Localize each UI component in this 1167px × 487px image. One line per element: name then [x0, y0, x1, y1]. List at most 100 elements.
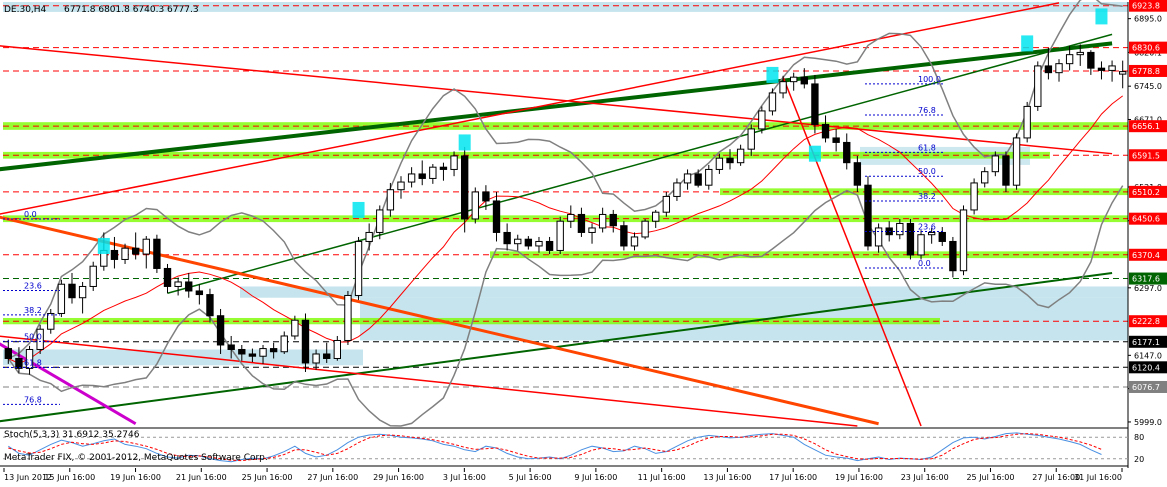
- candle-body: [110, 249, 119, 260]
- candle-body: [1012, 137, 1021, 186]
- stochastic-subwindow: 80 20: [0, 427, 1144, 467]
- fib-label: 0.0: [918, 259, 931, 268]
- fractal-marker: [766, 66, 779, 83]
- candle-body: [758, 110, 766, 130]
- candle-body: [598, 213, 607, 229]
- candle-body: [418, 173, 426, 179]
- candle-body: [874, 227, 883, 247]
- blue-zone: [3, 349, 363, 366]
- candle-body: [131, 247, 140, 255]
- fib-label: 50.0: [24, 332, 42, 341]
- candle-body: [779, 81, 787, 94]
- candle-body: [344, 294, 352, 341]
- price-level-tag: [1129, 185, 1167, 198]
- price-level-tag: [1129, 248, 1167, 261]
- candle-body: [683, 173, 692, 184]
- candle-body: [1034, 65, 1042, 107]
- fib-label: 76.8: [24, 395, 42, 404]
- candle-body: [524, 238, 533, 247]
- candle-body: [726, 157, 734, 164]
- time-tick-label: 21 Jun 16:00: [176, 473, 227, 482]
- candle-body: [896, 222, 904, 236]
- time-tick-label: 13 Jun 2012: [4, 473, 52, 482]
- blue-zone: [240, 286, 1128, 298]
- green-trendline: [0, 41, 1113, 172]
- candle-body: [938, 231, 946, 242]
- candle-body: [460, 155, 469, 220]
- price-level-tag: [1129, 380, 1167, 393]
- candle-body: [482, 191, 490, 202]
- time-tick-label: 15 Jun 16:00: [44, 473, 95, 482]
- price-tick-label: 6671.0: [1134, 115, 1162, 124]
- time-tick-label: 25 Jun 16:00: [242, 473, 293, 482]
- candle-body: [365, 231, 373, 242]
- fractal-marker: [458, 134, 471, 151]
- red-trendline: [782, 76, 922, 427]
- price-tick-label: 6147.0: [1134, 351, 1162, 360]
- time-tick-label: 27 Jun 16:00: [307, 473, 358, 482]
- candle-body: [556, 220, 564, 251]
- candle-body: [174, 281, 182, 287]
- fractal-marker: [352, 201, 365, 218]
- candle-body: [503, 231, 511, 245]
- candle-body: [142, 238, 150, 255]
- time-tick-label: 27 Jul 16:00: [1032, 473, 1080, 482]
- candle-body: [15, 357, 23, 369]
- stoch-scale-label: 80: [1134, 433, 1144, 442]
- fractal-marker: [808, 145, 821, 162]
- candle-body: [386, 189, 395, 211]
- candle-body: [25, 348, 34, 369]
- candle-body: [949, 240, 957, 272]
- candle-body: [153, 238, 161, 269]
- candle-body: [397, 181, 405, 191]
- candle-body: [68, 283, 76, 299]
- red-trendline: [0, 335, 858, 427]
- candle-body: [567, 213, 575, 222]
- candle-body: [1055, 63, 1063, 74]
- candle-body: [715, 157, 724, 170]
- fib-label: 0.0: [24, 210, 37, 219]
- price-level-label: 6923.8: [1132, 2, 1160, 11]
- price-tick-label: 6297.0: [1134, 284, 1162, 293]
- time-tick-label: 5 Jul 16:00: [509, 473, 552, 482]
- price-level-tag: [1129, 120, 1167, 133]
- candle-body: [121, 247, 129, 260]
- price-level-tag: [1129, 361, 1167, 374]
- red-trendline: [0, 2, 1060, 215]
- candle-body: [545, 240, 554, 251]
- candle-body: [376, 209, 384, 233]
- fib-label: 100.0: [918, 75, 941, 84]
- price-level-label: 6656.1: [1132, 122, 1160, 131]
- stoch-scale-label: 20: [1134, 455, 1144, 464]
- blue-zone: [3, 2, 1128, 12]
- fib-label: 23.6: [918, 223, 936, 232]
- price-level-tag: [1129, 41, 1167, 54]
- candle-body: [906, 222, 915, 256]
- price-level-tag: [1129, 315, 1167, 328]
- candle-body: [609, 213, 617, 227]
- candle-body: [47, 312, 55, 330]
- price-level-tag: [1129, 149, 1167, 162]
- candle-body: [248, 353, 257, 357]
- price-level-tag: [1129, 272, 1167, 285]
- candle-body: [429, 166, 437, 179]
- level-lines-layer: [3, 5, 1128, 388]
- price-level-tag: [1129, 335, 1167, 348]
- candle-body: [673, 182, 681, 197]
- candle-body: [864, 184, 872, 247]
- stoch-signal-line: [8, 433, 1102, 462]
- candle-body: [354, 240, 363, 296]
- ohlc-readout: 6771.8 6801.8 6740.3 6777.3: [64, 5, 199, 15]
- candle-body: [78, 285, 87, 299]
- candle-body: [790, 76, 798, 83]
- candle-body: [259, 348, 267, 357]
- price-level-label: 6510.2: [1132, 188, 1160, 197]
- copyright-text: MetaTrader FIX, © 2001-2012, MetaQuotes …: [4, 453, 268, 463]
- time-tick-label: 13 Jul 16:00: [703, 473, 751, 482]
- candle-body: [747, 128, 755, 150]
- candle-body: [1002, 155, 1010, 186]
